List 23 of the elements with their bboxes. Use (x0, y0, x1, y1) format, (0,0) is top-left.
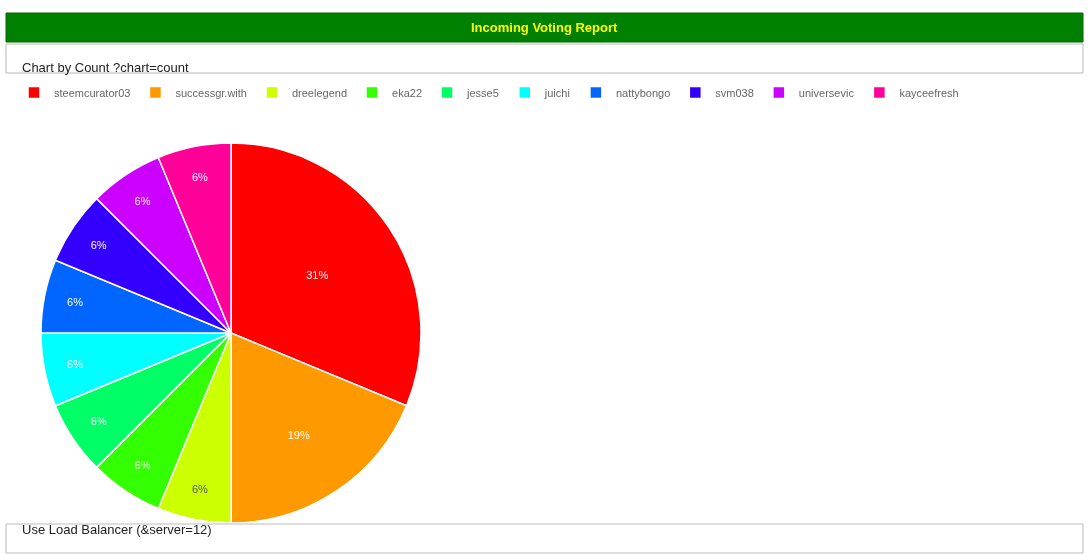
data-label: 31% (306, 269, 329, 282)
data-label: 6% (67, 358, 84, 371)
legend-label: kayceefresh (899, 86, 959, 99)
chart-title: Incoming Voting Report (471, 20, 619, 35)
legend-label: dreelegend (291, 86, 348, 99)
legend-label: nattybongo (615, 86, 671, 99)
data-label: 6% (191, 482, 209, 495)
text: Use Load Balancer (&server=12) (22, 522, 212, 537)
data-label: 6% (134, 459, 151, 472)
legend-label: eka22 (392, 86, 423, 99)
legend-label: jesse5 (466, 86, 499, 99)
data-label: 19% (287, 428, 310, 441)
text: Chart by Count ?chart=count (22, 60, 189, 75)
data-label: 6% (134, 194, 151, 207)
legend-label: successgr.with (175, 86, 247, 99)
data-label: 6% (67, 295, 84, 308)
legend-label: universevic (798, 86, 855, 99)
legend-label: steemcurator03 (54, 86, 131, 99)
data-label: 6% (90, 415, 107, 428)
data-label: 6% (191, 171, 209, 184)
legend-label: juichi (543, 86, 570, 99)
data-label: 6% (90, 238, 107, 251)
legend-label: svm038 (715, 86, 754, 99)
